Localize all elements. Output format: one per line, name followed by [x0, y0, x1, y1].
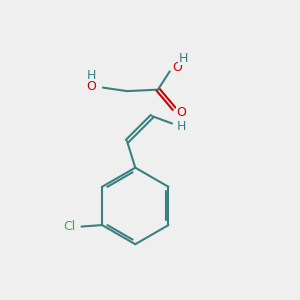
Text: Cl: Cl	[63, 220, 76, 233]
Text: H: H	[178, 52, 188, 64]
Text: O: O	[173, 61, 182, 74]
Text: O: O	[86, 80, 96, 93]
Text: H: H	[177, 120, 187, 133]
Text: H: H	[86, 69, 96, 82]
Text: O: O	[176, 106, 186, 119]
